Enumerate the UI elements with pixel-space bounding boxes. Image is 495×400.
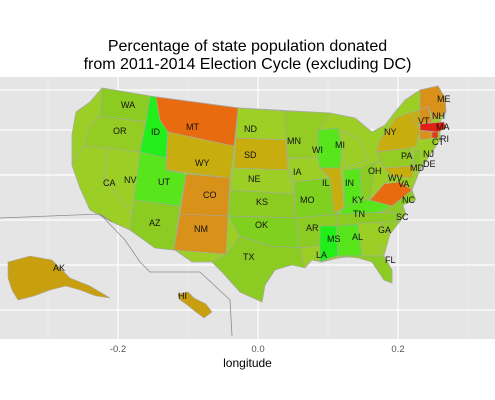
state-label-wv: WV [388, 173, 403, 183]
state-hi [177, 291, 213, 319]
state-label-va: VA [398, 179, 409, 189]
state-label-wy: WY [195, 158, 210, 168]
state-label-az: AZ [149, 218, 161, 228]
state-tx [211, 235, 306, 303]
state-label-de: DE [423, 159, 436, 169]
state-mi [341, 129, 369, 169]
state-label-co: CO [203, 190, 217, 200]
state-md [383, 165, 415, 179]
state-label-al: AL [352, 232, 363, 242]
x-tick-labels: -0.2 0.0 0.2 [110, 344, 405, 355]
state-label-ri: RI [440, 134, 449, 144]
state-label-nc: NC [402, 195, 415, 205]
state-ak [7, 255, 111, 301]
state-label-ny: NY [384, 127, 397, 137]
state-sc [379, 203, 407, 235]
state-label-mi: MI [335, 140, 345, 150]
state-label-mt: MT [186, 122, 199, 132]
state-label-ak: AK [53, 263, 65, 273]
state-label-sd: SD [244, 150, 257, 160]
state-label-pa: PA [401, 151, 412, 161]
state-nc [379, 189, 417, 223]
state-label-mo: MO [300, 195, 315, 205]
state-label-ms: MS [327, 234, 341, 244]
state-label-nj: NJ [423, 149, 434, 159]
state-label-ct: CT [432, 137, 444, 147]
state-ma [419, 121, 447, 133]
state-label-me: ME [437, 94, 451, 104]
state-label-ut: UT [158, 177, 170, 187]
state-shapes [7, 85, 447, 319]
state-label-oh: OH [368, 166, 382, 176]
state-label-id: ID [151, 127, 161, 137]
state-label-ok: OK [255, 220, 268, 230]
state-label-or: OR [113, 126, 127, 136]
state-fl [337, 243, 393, 284]
state-label-ma: MA [436, 122, 450, 132]
state-ne [229, 167, 295, 195]
state-il [319, 167, 345, 213]
state-ms [319, 225, 339, 263]
state-label-ga: GA [378, 225, 391, 235]
inset-border-line [99, 213, 113, 223]
state-label-mn: MN [287, 136, 301, 146]
state-label-ky: KY [352, 195, 364, 205]
state-label-nh: NH [432, 111, 445, 121]
state-label-in: IN [345, 178, 354, 188]
state-sd [233, 137, 289, 171]
state-label-sc: SC [396, 212, 409, 222]
state-label-il: IL [322, 178, 330, 188]
x-tick-label: 0.2 [391, 344, 404, 355]
state-me [419, 85, 447, 121]
state-label-ia: IA [293, 167, 302, 177]
state-label-hi: HI [178, 291, 187, 301]
state-labels: WA OR CA NV ID MT WY UT AZ CO NM ND SD NE KS OK TX MN IA MO… [53, 94, 451, 301]
state-label-wi: WI [312, 145, 323, 155]
state-ga [357, 221, 391, 257]
chart-subtitle: from 2011-2014 Election Cycle (excluding… [83, 56, 412, 73]
inset-border-line [124, 239, 233, 337]
state-label-nm: NM [194, 224, 208, 234]
state-label-ks: KS [256, 197, 268, 207]
state-nm [173, 213, 229, 255]
state-label-ar: AR [306, 223, 319, 233]
state-label-nv: NV [124, 175, 137, 185]
state-de [413, 165, 421, 173]
x-axis-title: longitude [223, 356, 272, 370]
state-label-tn: TN [353, 209, 365, 219]
state-label-vt: VT [418, 116, 430, 126]
state-ny [375, 111, 421, 153]
state-label-ne: NE [248, 174, 261, 184]
state-ct [419, 129, 433, 141]
inset-borders [0, 213, 233, 337]
state-label-ca: CA [103, 178, 116, 188]
state-label-nd: ND [244, 124, 257, 134]
x-tick-label: -0.2 [110, 344, 126, 355]
state-label-la: LA [316, 250, 327, 260]
state-label-tx: TX [243, 252, 255, 262]
state-label-fl: FL [385, 255, 396, 265]
x-tick-label: 0.0 [251, 344, 264, 355]
state-label-md: MD [410, 163, 424, 173]
state-label-wa: WA [121, 100, 135, 110]
state-az [129, 199, 181, 251]
chart-title: Percentage of state population donated [107, 38, 388, 55]
